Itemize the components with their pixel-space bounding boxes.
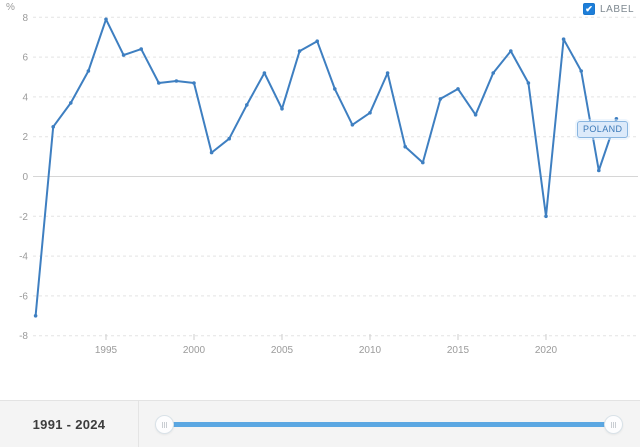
svg-text:2005: 2005 xyxy=(271,345,294,356)
svg-text:2015: 2015 xyxy=(447,345,470,356)
line-chart-plot: 8 6 4 2 0 -2 -4 -6 -8% 1995 2000 2005 2010 2015 2020 xyxy=(6,2,638,356)
svg-text:-6: -6 xyxy=(19,291,28,302)
grip-icon xyxy=(164,421,165,428)
svg-text:6: 6 xyxy=(22,53,28,64)
footer-bar: 1991 - 2024 xyxy=(0,400,640,447)
svg-text:4: 4 xyxy=(22,92,28,103)
line-chart-svg: 8 6 4 2 0 -2 -4 -6 -8% 1995 2000 2005 2010 2015 2020 xyxy=(6,2,638,356)
svg-text:2010: 2010 xyxy=(359,345,382,356)
slider-selected-track[interactable] xyxy=(165,422,614,427)
chart-area: 8 6 4 2 0 -2 -4 -6 -8% 1995 2000 2005 2010 2015 2020 ✔… xyxy=(6,2,638,356)
svg-text:-8: -8 xyxy=(19,331,28,342)
label-checkbox[interactable]: ✔ xyxy=(583,3,595,15)
svg-text:%: % xyxy=(6,2,15,13)
svg-text:8: 8 xyxy=(22,13,28,24)
label-checkbox-text[interactable]: LABEL xyxy=(600,3,635,15)
date-range-cell: 1991 - 2024 xyxy=(0,401,139,447)
legend: ✔ LABEL xyxy=(583,3,634,15)
svg-text:-4: -4 xyxy=(19,252,28,263)
grip-icon xyxy=(613,421,614,428)
series-label-poland[interactable]: POLAND xyxy=(577,121,629,138)
svg-text:1995: 1995 xyxy=(95,345,118,356)
range-slider[interactable] xyxy=(138,401,640,447)
svg-text:2: 2 xyxy=(22,132,28,143)
date-range-label: 1991 - 2024 xyxy=(32,416,106,432)
svg-text:2020: 2020 xyxy=(535,345,558,356)
slider-handle-left[interactable] xyxy=(155,415,174,434)
slider-handle-right[interactable] xyxy=(604,415,623,434)
svg-text:2000: 2000 xyxy=(183,345,206,356)
svg-text:-2: -2 xyxy=(19,212,28,223)
checkmark-icon: ✔ xyxy=(585,3,593,14)
svg-text:0: 0 xyxy=(22,172,28,183)
